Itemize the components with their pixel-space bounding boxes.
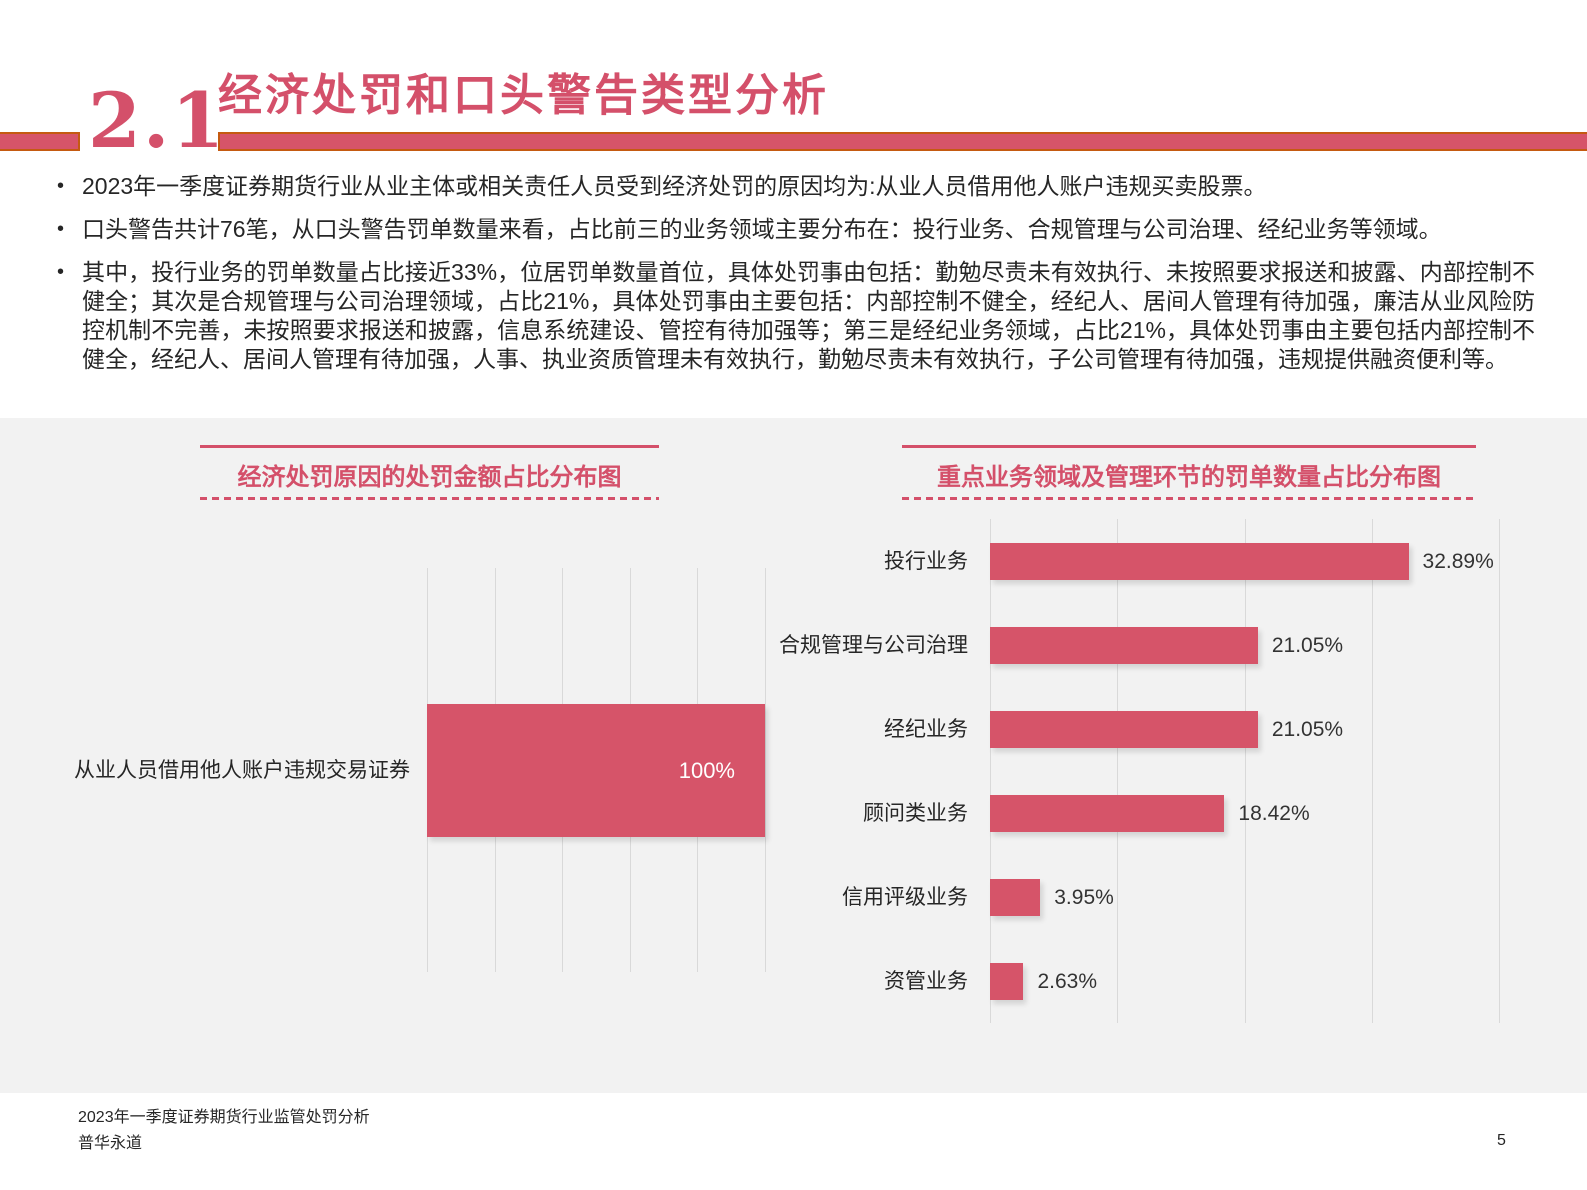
bar bbox=[990, 710, 1258, 748]
bullet-icon: • bbox=[57, 261, 65, 283]
bar bbox=[990, 626, 1258, 664]
left-chart-plot: 从业人员借用他人账户违规交易证券 100% bbox=[74, 568, 766, 972]
bar-category-label: 顾问类业务 bbox=[863, 801, 968, 825]
gridline bbox=[1371, 519, 1373, 1023]
bullet-item: • 口头警告共计76笔，从口头警告罚单数量来看，占比前三的业务领域主要分布在：投… bbox=[57, 215, 1535, 244]
bullet-item: • 其中，投行业务的罚单数量占比接近33%，位居罚单数量首位，具体处罚事由包括：… bbox=[57, 258, 1535, 374]
bar-value-label: 32.89% bbox=[1422, 549, 1494, 573]
bar bbox=[990, 794, 1225, 832]
gridline bbox=[990, 519, 991, 1023]
footer-company-name: 普华永道 bbox=[78, 1135, 143, 1152]
bar-category-label: 合规管理与公司治理 bbox=[779, 633, 968, 657]
page-title: 经济处罚和口头警告类型分析 bbox=[218, 70, 829, 121]
bar-category-label: 经纪业务 bbox=[884, 717, 968, 741]
bar-value-label: 3.95% bbox=[1054, 885, 1114, 909]
bullet-item: • 2023年一季度证券期货行业从业主体或相关责任人员受到经济处罚的原因均为:从… bbox=[57, 172, 1535, 201]
bar bbox=[990, 542, 1409, 580]
summary-bullets: • 2023年一季度证券期货行业从业主体或相关责任人员受到经济处罚的原因均为:从… bbox=[57, 172, 1535, 388]
bar-value-label: 18.42% bbox=[1238, 801, 1310, 825]
right-chart-title: 重点业务领域及管理环节的罚单数量占比分布图 bbox=[937, 463, 1441, 491]
right-chart-plot: 投行业务 32.89% 合规管理与公司治理 21.05% 经纪业务 21.05% 顾问类业务… bbox=[779, 519, 1500, 1023]
bar-value-label: 21.05% bbox=[1271, 717, 1344, 741]
left-chart-title-block: 经济处罚原因的处罚金额占比分布图 bbox=[200, 445, 659, 500]
bullet-icon: • bbox=[57, 175, 65, 197]
bar-value-label: 2.63% bbox=[1037, 969, 1097, 993]
bullet-text: 其中，投行业务的罚单数量占比接近33%，位居罚单数量首位，具体处罚事由包括：勤勉… bbox=[82, 259, 1535, 372]
left-chart-title: 经济处罚原因的处罚金额占比分布图 bbox=[237, 463, 622, 491]
gridline bbox=[1117, 519, 1119, 1023]
bullet-text: 2023年一季度证券期货行业从业主体或相关责任人员受到经济处罚的原因均为:从业人… bbox=[82, 173, 1267, 199]
footer-report-title: 2023年一季度证券期货行业监管处罚分析 bbox=[78, 1109, 370, 1126]
gridline bbox=[1499, 519, 1500, 1023]
bar-category-label: 投行业务 bbox=[884, 549, 968, 573]
bar-category-label: 从业人员借用他人账户违规交易证券 bbox=[74, 758, 410, 782]
bullet-text: 口头警告共计76笔，从口头警告罚单数量来看，占比前三的业务领域主要分布在：投行业… bbox=[82, 216, 1442, 242]
bar-value-label: 100% bbox=[678, 757, 735, 783]
bar-category-label: 资管业务 bbox=[884, 969, 968, 993]
gridline bbox=[765, 568, 766, 972]
header-underline-bar bbox=[218, 132, 1587, 151]
section-number: 2.1 bbox=[88, 76, 227, 165]
bar bbox=[990, 878, 1041, 916]
bar-value-label: 21.05% bbox=[1271, 633, 1344, 657]
bar-category-label: 信用评级业务 bbox=[842, 885, 968, 909]
right-chart-title-block: 重点业务领域及管理环节的罚单数量占比分布图 bbox=[902, 445, 1476, 500]
bar bbox=[990, 962, 1024, 1000]
bullet-icon: • bbox=[57, 218, 65, 240]
header-left-accent-bar bbox=[0, 132, 80, 151]
page-number: 5 bbox=[1497, 1132, 1506, 1149]
charts-panel: 经济处罚原因的处罚金额占比分布图 重点业务领域及管理环节的罚单数量占比分布图 从… bbox=[0, 418, 1587, 1093]
bar bbox=[427, 703, 765, 837]
gridline bbox=[1244, 519, 1246, 1023]
